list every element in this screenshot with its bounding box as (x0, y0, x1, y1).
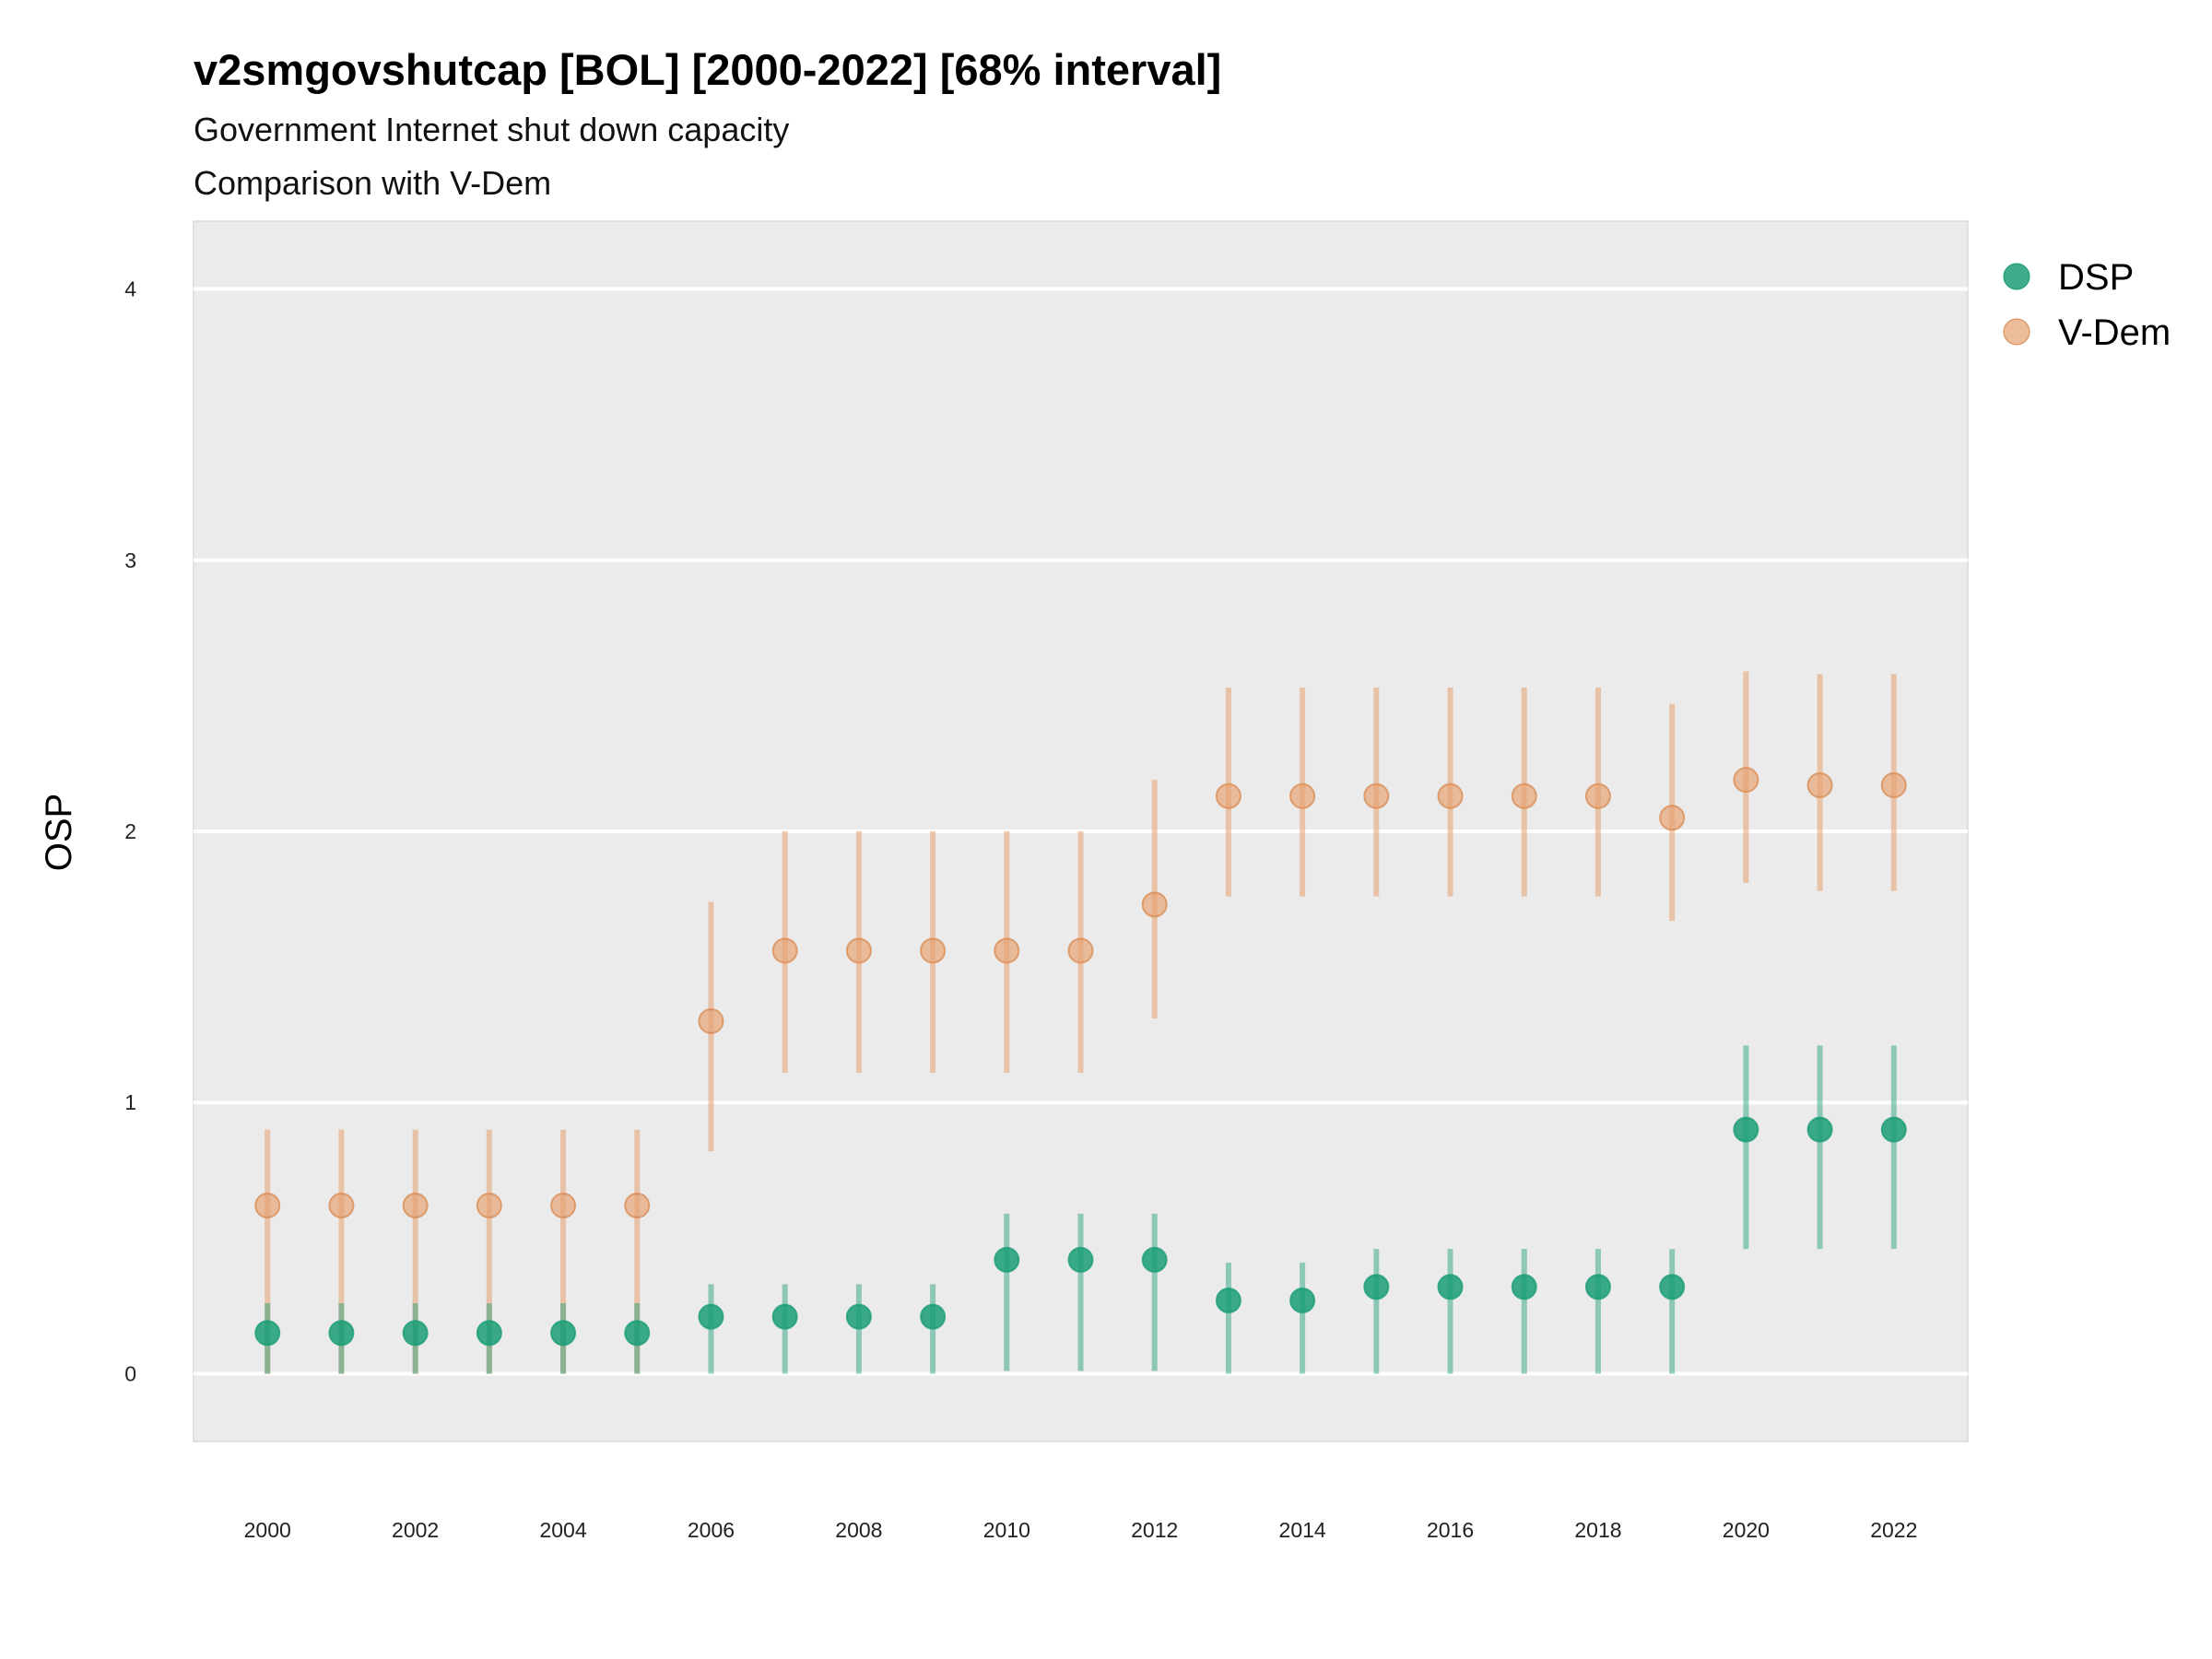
legend: DSP V-Dem (2003, 257, 2171, 353)
point-dsp-2018 (1584, 1274, 1611, 1300)
x-tick-label: 2000 (244, 1518, 291, 1542)
point-dsp-2008 (845, 1303, 872, 1330)
point-vdem-2006 (698, 1007, 724, 1034)
point-dsp-2011 (1067, 1246, 1094, 1273)
point-vdem-2000 (254, 1193, 281, 1219)
point-dsp-2020 (1733, 1116, 1759, 1143)
point-vdem-2017 (1511, 782, 1537, 809)
point-vdem-2021 (1806, 771, 1833, 798)
point-dsp-2013 (1215, 1288, 1241, 1314)
y-tick-label: 1 (124, 1090, 136, 1114)
point-dsp-2007 (771, 1303, 798, 1330)
point-vdem-2013 (1215, 782, 1241, 809)
point-dsp-2010 (994, 1246, 1020, 1273)
point-dsp-2009 (920, 1303, 947, 1330)
x-tick-label: 2022 (1870, 1518, 1917, 1542)
point-vdem-2018 (1584, 782, 1611, 809)
y-axis-ticks: 0 1 2 3 4 (124, 277, 136, 1386)
point-dsp-2003 (476, 1320, 502, 1347)
x-tick-label: 2008 (835, 1518, 882, 1542)
x-axis-ticks: 2000 2002 2004 2006 2008 2010 2012 2014 2016 2018… (244, 1518, 1918, 1542)
point-vdem-2012 (1141, 891, 1168, 918)
x-tick-label: 2012 (1131, 1518, 1178, 1542)
x-tick-label: 2010 (983, 1518, 1030, 1542)
point-dsp-2012 (1141, 1246, 1168, 1273)
series-dsp (254, 1045, 1907, 1374)
point-vdem-2009 (920, 937, 947, 964)
point-dsp-2022 (1880, 1116, 1907, 1143)
point-vdem-2002 (402, 1193, 429, 1219)
x-tick-label: 2014 (1279, 1518, 1326, 1542)
x-tick-label: 2018 (1574, 1518, 1621, 1542)
point-vdem-2004 (550, 1193, 577, 1219)
point-vdem-2022 (1880, 771, 1907, 798)
point-dsp-2019 (1659, 1274, 1686, 1300)
point-vdem-2003 (476, 1193, 502, 1219)
x-tick-label: 2016 (1427, 1518, 1474, 1542)
y-tick-label: 3 (124, 548, 136, 572)
point-vdem-2007 (771, 937, 798, 964)
y-tick-label: 4 (124, 277, 136, 301)
point-dsp-2002 (402, 1320, 429, 1347)
chart-title: v2smgovshutcap [BOL] [2000-2022] [68% in… (194, 45, 1221, 94)
chart-subtitle-line-2: Comparison with V-Dem (194, 164, 551, 202)
legend-label-dsp: DSP (2058, 257, 2134, 298)
point-dsp-2001 (328, 1320, 355, 1347)
point-vdem-2005 (624, 1193, 651, 1219)
y-axis-label: OSP (39, 794, 79, 871)
point-dsp-2006 (698, 1303, 724, 1330)
point-dsp-2014 (1289, 1288, 1316, 1314)
point-dsp-2015 (1363, 1274, 1390, 1300)
legend-label-vdem: V-Dem (2058, 312, 2171, 353)
legend-marker-vdem (2003, 318, 2030, 346)
y-tick-label: 0 (124, 1361, 136, 1385)
x-tick-label: 2002 (392, 1518, 439, 1542)
point-vdem-2015 (1363, 782, 1390, 809)
chart-subtitle-line-1: Government Internet shut down capacity (194, 111, 789, 148)
legend-marker-dsp (2003, 263, 2030, 290)
x-tick-label: 2004 (539, 1518, 586, 1542)
point-dsp-2021 (1806, 1116, 1833, 1143)
y-tick-label: 2 (124, 819, 136, 843)
point-vdem-2011 (1067, 937, 1094, 964)
point-vdem-2016 (1437, 782, 1464, 809)
point-dsp-2005 (624, 1320, 651, 1347)
point-vdem-2020 (1733, 767, 1759, 794)
point-vdem-2010 (994, 937, 1020, 964)
point-dsp-2016 (1437, 1274, 1464, 1300)
x-tick-label: 2020 (1723, 1518, 1770, 1542)
point-vdem-2019 (1659, 805, 1686, 831)
point-dsp-2000 (254, 1320, 281, 1347)
point-vdem-2001 (328, 1193, 355, 1219)
point-dsp-2004 (550, 1320, 577, 1347)
x-tick-label: 2006 (688, 1518, 735, 1542)
point-vdem-2014 (1289, 782, 1316, 809)
point-dsp-2017 (1511, 1274, 1537, 1300)
point-vdem-2008 (845, 937, 872, 964)
series-layer (254, 671, 1907, 1374)
